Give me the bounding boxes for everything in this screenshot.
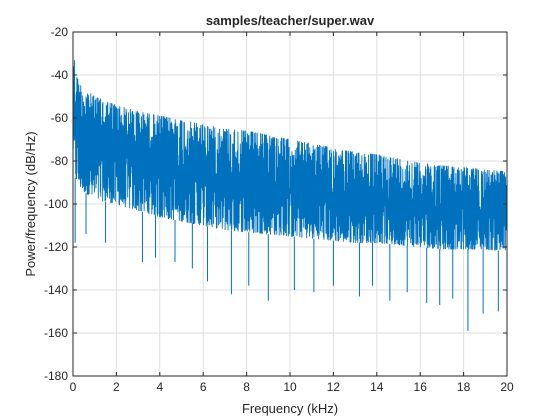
chart-title: samples/teacher/super.wav (206, 13, 375, 28)
y-tick-label: -120 (44, 240, 68, 254)
y-tick-label: -40 (51, 68, 69, 82)
x-tick-label: 18 (457, 380, 471, 394)
y-axis-label: Power/frequency (dB/Hz) (23, 131, 38, 276)
y-tick-label: -60 (51, 111, 69, 125)
x-tick-labels: 0 2 4 6 8 10 12 14 16 18 20 (70, 380, 514, 394)
x-tick-label: 4 (156, 380, 163, 394)
x-tick-label: 20 (500, 380, 514, 394)
y-tick-label: -140 (44, 283, 68, 297)
x-tick-label: 16 (414, 380, 428, 394)
x-tick-label: 12 (327, 380, 341, 394)
y-tick-label: -20 (51, 25, 69, 39)
x-axis-label: Frequency (kHz) (242, 401, 338, 416)
x-tick-label: 2 (113, 380, 120, 394)
y-tick-label: -160 (44, 326, 68, 340)
y-tick-label: -100 (44, 197, 68, 211)
x-tick-label: 14 (370, 380, 384, 394)
axis-ticks (72, 31, 508, 377)
y-tick-label: -80 (51, 154, 69, 168)
x-tick-label: 6 (200, 380, 207, 394)
x-tick-label: 10 (283, 380, 297, 394)
psd-trace (72, 36, 508, 251)
psd-series (72, 36, 508, 331)
x-tick-label: 8 (243, 380, 250, 394)
y-tick-labels: -180 -160 -140 -120 -100 -80 -60 -40 -20 (44, 25, 68, 383)
y-tick-label: -180 (44, 369, 68, 383)
x-tick-label: 0 (70, 380, 77, 394)
